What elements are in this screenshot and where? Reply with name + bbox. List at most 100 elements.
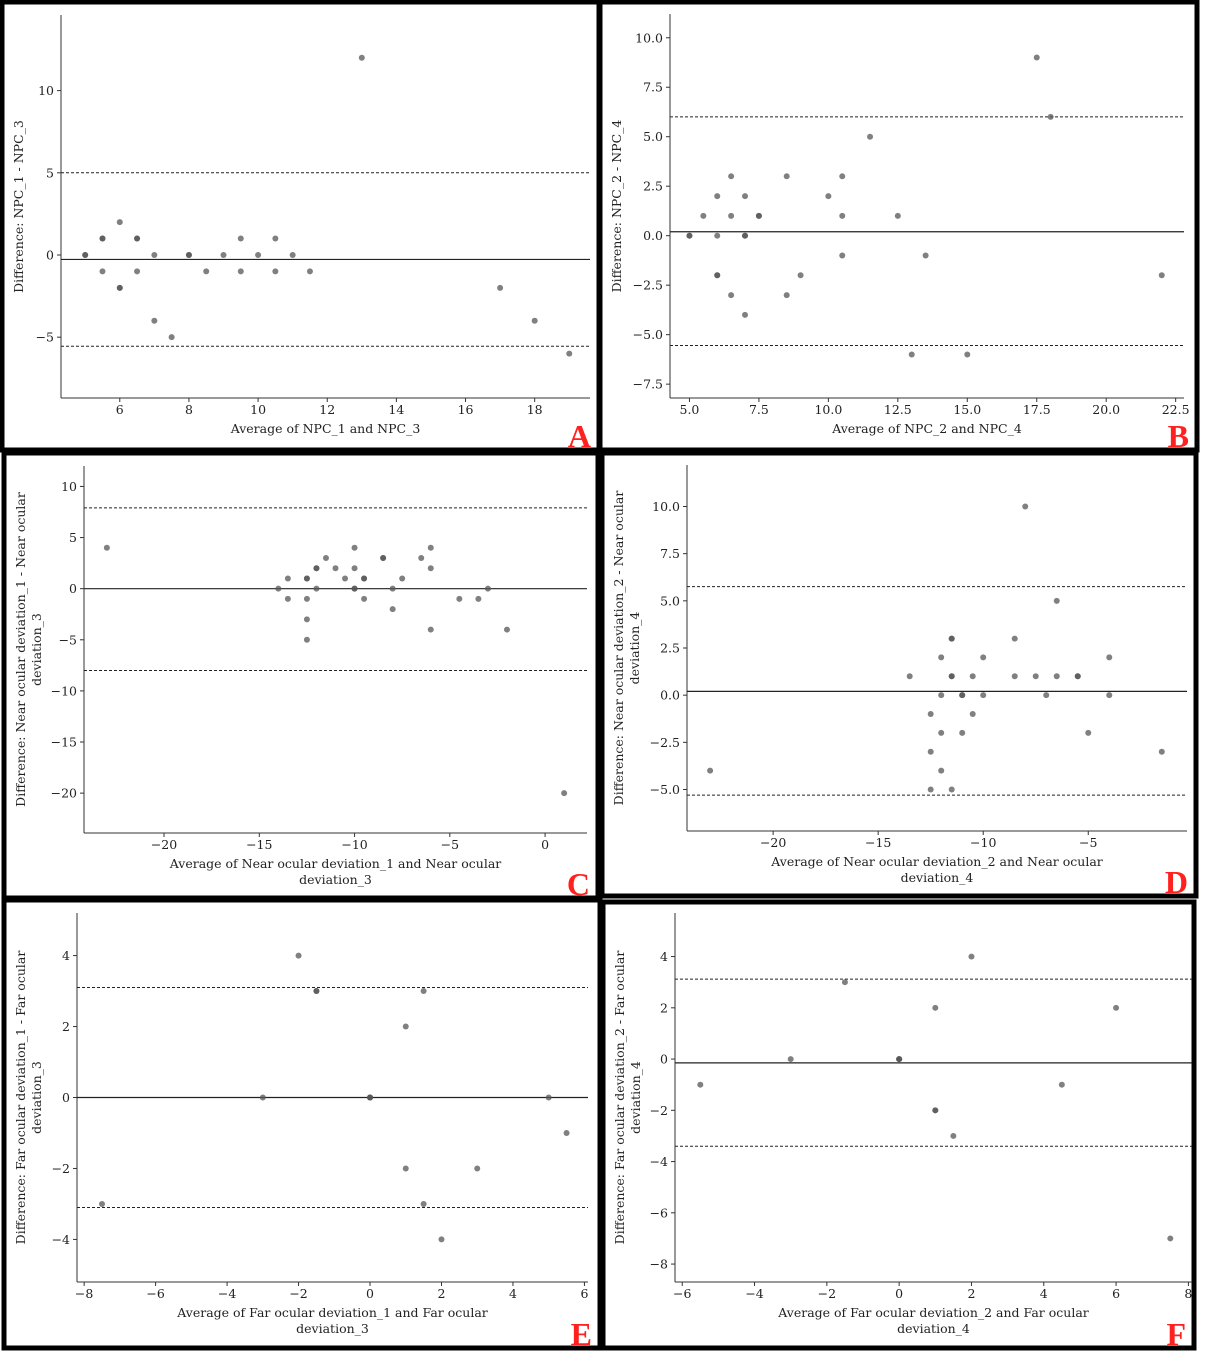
y-tick-label: 7.5 xyxy=(643,80,663,95)
x-tick-label: 14 xyxy=(388,402,404,417)
data-point xyxy=(427,626,434,633)
x-tick-label: −20 xyxy=(760,835,786,850)
x-tick-label: 18 xyxy=(527,402,543,417)
x-tick-label: −20 xyxy=(151,837,177,852)
data-point xyxy=(1022,503,1029,510)
data-point xyxy=(272,235,279,242)
y-axis-label: deviation_4 xyxy=(627,612,642,685)
y-tick-label: 0.0 xyxy=(660,688,680,703)
data-point xyxy=(420,1200,427,1207)
data-point xyxy=(99,1200,106,1207)
y-tick-label: −5.0 xyxy=(650,782,680,797)
data-point xyxy=(427,544,434,551)
data-point xyxy=(968,953,975,960)
data-point xyxy=(1106,692,1113,699)
x-axis-label: Average of Near ocular deviation_2 and N… xyxy=(770,854,1103,869)
x-tick-label: 12.5 xyxy=(884,402,912,417)
data-point xyxy=(275,585,282,592)
panel-d: −20 −15 −10 −5 −5.0 −2.5 0.0 2.5 5.0 7.5 10.0 Avera… xyxy=(599,450,1199,900)
x-axis-label: deviation_4 xyxy=(901,870,974,885)
x-axis-label: Average of Far ocular deviation_2 and Fa… xyxy=(777,1305,1089,1320)
data-point xyxy=(728,212,735,219)
data-point xyxy=(322,555,329,562)
x-tick-label: −6 xyxy=(673,1286,691,1301)
data-point xyxy=(787,1056,794,1063)
data-point xyxy=(237,268,244,275)
data-point xyxy=(841,979,848,986)
data-point xyxy=(272,268,279,275)
y-tick-label: 5.0 xyxy=(660,593,680,608)
x-tick-label: −2 xyxy=(818,1286,836,1301)
data-point xyxy=(938,692,945,699)
data-point xyxy=(906,673,913,680)
data-point xyxy=(783,292,790,299)
x-tick-label: −6 xyxy=(146,1286,164,1301)
data-point xyxy=(932,1004,939,1011)
data-point xyxy=(438,1236,445,1243)
data-point xyxy=(1106,654,1113,661)
data-point xyxy=(964,351,971,358)
data-point xyxy=(82,251,89,258)
y-tick-label: 0 xyxy=(62,1090,70,1105)
data-point xyxy=(358,54,365,61)
y-tick-label: 10.0 xyxy=(635,30,663,45)
data-point xyxy=(1053,597,1060,604)
panel-frame xyxy=(597,0,1200,453)
x-tick-label: 10.0 xyxy=(814,402,842,417)
y-axis-label: Difference: Far ocular deviation_1 - Far… xyxy=(13,951,28,1245)
x-tick-label: −10 xyxy=(341,837,367,852)
data-point xyxy=(99,268,106,275)
data-point xyxy=(938,767,945,774)
data-point xyxy=(289,251,296,258)
data-point xyxy=(959,692,966,699)
x-axis-label: deviation_4 xyxy=(897,1321,970,1336)
y-tick-label: 5 xyxy=(46,165,54,180)
data-point xyxy=(1011,635,1018,642)
data-point xyxy=(1047,113,1054,120)
x-tick-label: 17.5 xyxy=(1023,402,1051,417)
y-tick-label: 2.5 xyxy=(660,641,680,656)
x-tick-label: 7.5 xyxy=(749,402,769,417)
data-point xyxy=(1053,673,1060,680)
x-tick-label: 16 xyxy=(458,402,474,417)
data-point xyxy=(938,729,945,736)
data-point xyxy=(351,565,358,572)
data-point xyxy=(980,692,987,699)
data-point xyxy=(948,673,955,680)
x-axis-label: deviation_3 xyxy=(296,1321,369,1336)
panel-frame xyxy=(1,897,603,1351)
y-tick-label: −4 xyxy=(52,1232,70,1247)
x-tick-label: −15 xyxy=(246,837,272,852)
x-tick-label: 10 xyxy=(250,402,266,417)
y-tick-label: −8 xyxy=(650,1257,668,1272)
panel-c: −20 −15 −10 −5 0 −20 −15 −10 −5 0 5 10 Average of Ne… xyxy=(1,450,601,902)
data-point xyxy=(950,1132,957,1139)
data-point xyxy=(545,1094,552,1101)
x-tick-label: 2 xyxy=(438,1286,446,1301)
y-tick-label: 5 xyxy=(69,530,77,545)
data-point xyxy=(399,575,406,582)
x-axis-label: Average of NPC_1 and NPC_3 xyxy=(230,421,421,436)
x-axis-label: Average of NPC_2 and NPC_4 xyxy=(831,421,1022,436)
data-point xyxy=(714,232,721,239)
y-tick-label: 4 xyxy=(62,948,70,963)
data-point xyxy=(563,1129,570,1136)
panel-b: 5.0 7.5 10.0 12.5 15.0 17.5 20.0 22.5 −7.5 −5.0 −2… xyxy=(597,0,1200,454)
x-tick-label: −4 xyxy=(218,1286,236,1301)
data-point xyxy=(402,1023,409,1030)
data-point xyxy=(714,272,721,279)
data-point xyxy=(700,212,707,219)
y-tick-label: 10.0 xyxy=(652,499,680,514)
y-tick-label: 2.5 xyxy=(643,179,663,194)
x-axis-label: Average of Far ocular deviation_1 and Fa… xyxy=(176,1305,488,1320)
data-point xyxy=(151,251,158,258)
panel-e: −8 −6 −4 −2 0 2 4 6 −4 −2 0 2 4 Average of Far ocular… xyxy=(1,897,603,1352)
data-point xyxy=(1033,54,1040,61)
data-point xyxy=(932,1107,939,1114)
y-axis-label: Difference: Far ocular deviation_2 - Far… xyxy=(612,951,627,1245)
data-point xyxy=(1074,673,1081,680)
data-point xyxy=(728,292,735,299)
data-point xyxy=(237,235,244,242)
data-point xyxy=(742,311,749,318)
data-point xyxy=(783,173,790,180)
